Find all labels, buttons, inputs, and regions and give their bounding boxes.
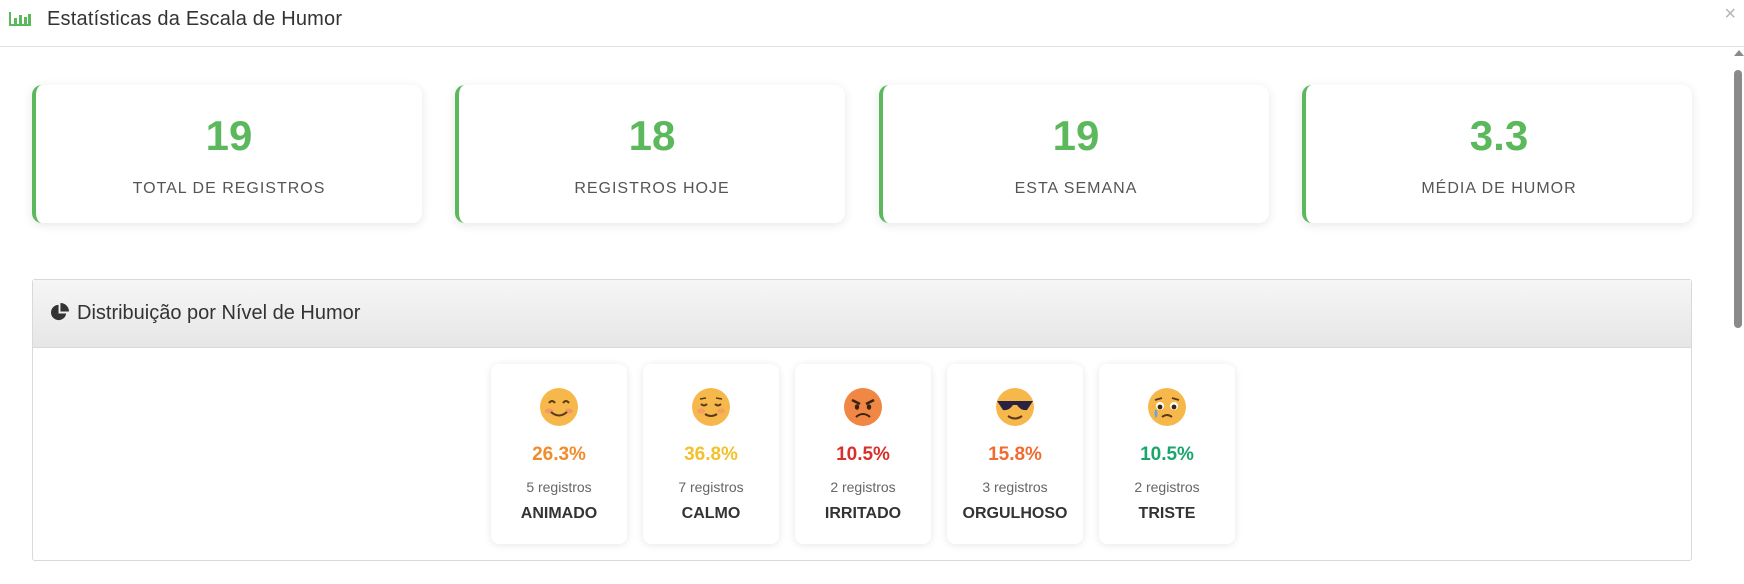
stat-value: 19 (205, 112, 253, 159)
stat-value: 18 (628, 112, 676, 159)
bar-chart-icon (9, 12, 31, 26)
mood-percent: 10.5% (1140, 444, 1194, 465)
stat-value: 19 (1052, 112, 1100, 159)
mood-name: ANIMADO (520, 505, 598, 522)
distribution-panel: Distribuição por Nível de Humor 26.3% 5 … (32, 279, 1692, 561)
mood-card-orgulhoso: 15.8% 3 registros ORGULHOSO (947, 364, 1083, 544)
smiling-face-icon (540, 388, 578, 426)
mood-name: IRRITADO (824, 505, 902, 522)
mood-count: 2 registros (830, 479, 896, 495)
mood-count: 3 registros (982, 479, 1048, 495)
mood-count: 7 registros (678, 479, 744, 495)
stat-card-average: 3.3 MÉDIA DE HUMOR (1302, 85, 1692, 223)
sunglasses-face-icon (996, 388, 1034, 426)
panel-heading: Distribuição por Nível de Humor (33, 280, 1691, 348)
stats-row: 19 TOTAL DE REGISTROS 18 REGISTROS HOJE … (32, 85, 1692, 223)
scrollbar[interactable] (1732, 50, 1744, 584)
modal-title: Estatísticas da Escala de Humor (47, 8, 343, 30)
mood-name: ORGULHOSO (962, 505, 1068, 522)
stat-label: TOTAL DE REGISTROS (132, 180, 326, 197)
mood-card-triste: 10.5% 2 registros TRISTE (1099, 364, 1235, 544)
sad-face-icon (1148, 388, 1186, 426)
pie-chart-icon (51, 303, 69, 321)
modal-header: Estatísticas da Escala de Humor × (0, 0, 1744, 47)
stat-value: 3.3 (1469, 112, 1529, 159)
mood-percent: 36.8% (684, 444, 738, 465)
relieved-face-icon (692, 388, 730, 426)
scroll-up-icon[interactable] (1734, 50, 1744, 56)
mood-card-animado: 26.3% 5 registros ANIMADO (491, 364, 627, 544)
stat-label: REGISTROS HOJE (574, 180, 730, 197)
mood-percent: 10.5% (836, 444, 890, 465)
mood-card-calmo: 36.8% 7 registros CALMO (643, 364, 779, 544)
close-button[interactable]: × (1724, 3, 1736, 25)
stat-label: MÉDIA DE HUMOR (1421, 180, 1577, 197)
stat-card-total: 19 TOTAL DE REGISTROS (32, 85, 422, 223)
stat-card-today: 18 REGISTROS HOJE (455, 85, 845, 223)
angry-face-icon (844, 388, 882, 426)
panel-title: Distribuição por Nível de Humor (77, 302, 361, 324)
mood-percent: 15.8% (988, 444, 1042, 465)
mood-card-irritado: 10.5% 2 registros IRRITADO (795, 364, 931, 544)
stat-card-week: 19 ESTA SEMANA (879, 85, 1269, 223)
mood-name: CALMO (681, 505, 741, 522)
mood-count: 2 registros (1134, 479, 1200, 495)
stat-label: ESTA SEMANA (1014, 180, 1138, 197)
mood-name: TRISTE (1138, 505, 1196, 522)
mood-percent: 26.3% (532, 444, 586, 465)
scroll-thumb[interactable] (1734, 70, 1742, 328)
mood-count: 5 registros (526, 479, 592, 495)
